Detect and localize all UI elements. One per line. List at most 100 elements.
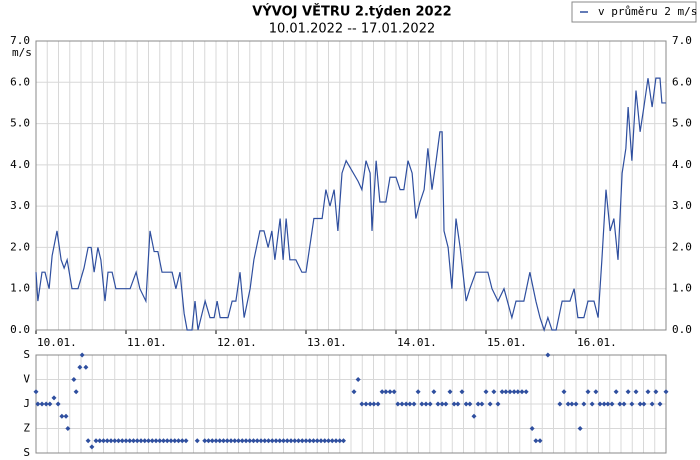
data-point — [236, 438, 241, 444]
y-axis-label: m/s — [12, 46, 32, 59]
data-point — [367, 401, 373, 407]
x-tick-label: 12.01. — [217, 336, 257, 349]
data-point — [645, 389, 651, 395]
data-point — [483, 389, 489, 395]
data-point — [142, 438, 148, 444]
data-point — [447, 389, 453, 395]
data-point — [545, 352, 551, 358]
data-point — [431, 389, 437, 395]
data-point — [77, 364, 83, 370]
data-point — [333, 438, 339, 444]
data-point — [123, 438, 129, 444]
data-point — [33, 389, 39, 395]
data-point — [281, 438, 286, 444]
data-point — [89, 444, 95, 450]
data-point — [213, 438, 219, 444]
data-point — [131, 438, 136, 444]
x-tick-label: 14.01. — [397, 336, 437, 349]
data-point — [232, 438, 238, 444]
x-tick-label: 13.01. — [307, 336, 347, 349]
data-point — [653, 389, 659, 395]
data-point — [224, 438, 230, 444]
y-tick-label: J — [23, 397, 30, 410]
y-tick-label: S — [23, 348, 30, 361]
data-point — [341, 438, 346, 444]
data-point — [247, 438, 253, 444]
y-tick-label: 3.0 — [10, 199, 30, 212]
data-point — [581, 401, 587, 407]
data-point — [146, 438, 151, 444]
data-point — [503, 389, 509, 395]
data-point — [138, 438, 144, 444]
data-point — [119, 438, 125, 444]
data-point — [585, 389, 591, 395]
data-point — [251, 438, 256, 444]
data-point — [47, 401, 53, 407]
data-point — [221, 438, 226, 444]
data-point — [351, 389, 357, 395]
data-point — [515, 389, 521, 395]
data-point — [112, 438, 118, 444]
data-point — [399, 401, 405, 407]
y2-tick-label: 0.0 — [672, 323, 692, 336]
data-point — [183, 438, 189, 444]
y2-tick-label: 1.0 — [672, 282, 692, 295]
chart-title: VÝVOJ VĚTRU 2.týden 2022 — [252, 4, 451, 20]
data-point — [383, 389, 389, 395]
data-point — [403, 401, 409, 407]
data-point — [577, 426, 583, 431]
data-point — [355, 377, 361, 382]
data-point — [266, 438, 271, 444]
data-point — [427, 401, 433, 407]
data-point — [561, 389, 567, 395]
data-point — [35, 401, 41, 407]
y2-tick-label: 6.0 — [672, 75, 692, 88]
data-point — [537, 438, 543, 444]
data-point — [329, 438, 335, 444]
data-point — [463, 401, 469, 407]
data-point — [629, 401, 635, 407]
data-point — [101, 438, 106, 444]
y-tick-label: 1.0 — [10, 282, 30, 295]
data-point — [625, 389, 631, 395]
data-point — [533, 438, 539, 444]
data-point — [296, 438, 301, 444]
data-point — [605, 401, 611, 407]
data-point — [443, 401, 449, 407]
data-point — [439, 401, 445, 407]
data-point — [391, 389, 397, 395]
data-point — [243, 438, 249, 444]
data-point — [451, 401, 457, 407]
data-point — [375, 401, 381, 407]
data-point — [172, 438, 178, 444]
data-line — [35, 77, 666, 332]
data-point — [43, 401, 49, 407]
data-point — [597, 401, 603, 407]
data-point — [209, 438, 215, 444]
y-tick-label: Z — [23, 422, 30, 435]
data-point — [63, 413, 69, 419]
data-point — [415, 389, 421, 395]
data-point — [371, 401, 377, 407]
data-point — [269, 438, 275, 444]
data-point — [292, 438, 298, 444]
data-point — [411, 401, 417, 407]
data-point — [284, 438, 290, 444]
x-tick-label: 10.01. — [37, 336, 77, 349]
data-point — [55, 401, 61, 407]
data-point — [511, 389, 517, 395]
data-point — [663, 389, 669, 395]
data-point — [487, 401, 493, 407]
data-point — [149, 438, 155, 444]
y-tick-label: S — [23, 446, 30, 459]
data-point — [254, 438, 260, 444]
data-point — [153, 438, 159, 444]
chart-subtitle: 10.01.2022 -- 17.01.2022 — [269, 22, 436, 37]
data-point — [363, 401, 369, 407]
y2-tick-label: 4.0 — [672, 158, 692, 171]
data-point — [288, 438, 294, 444]
data-point — [637, 401, 643, 407]
data-point — [633, 389, 639, 395]
data-point — [108, 438, 114, 444]
